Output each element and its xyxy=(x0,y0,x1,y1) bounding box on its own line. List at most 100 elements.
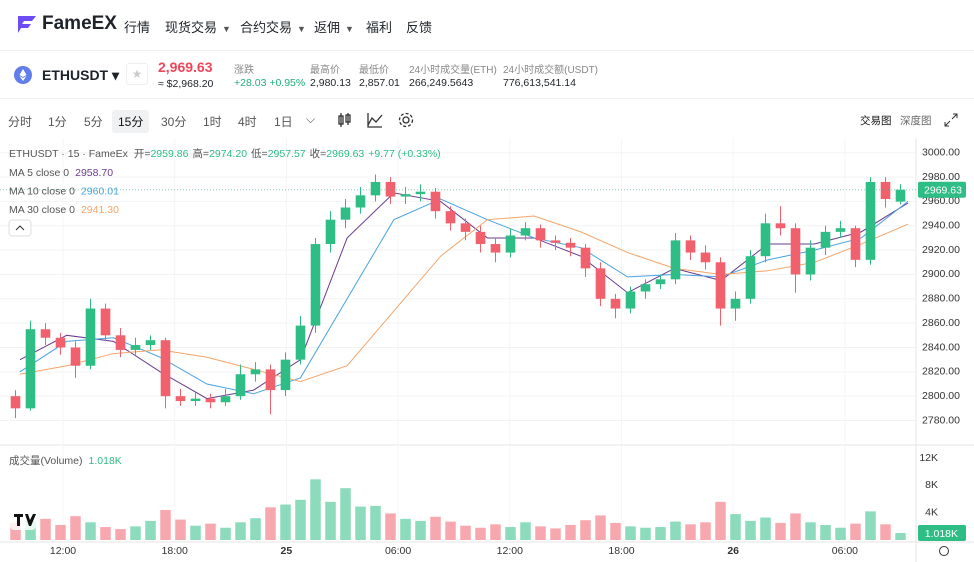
candle-body xyxy=(730,298,741,309)
stat-value: 2,857.01 xyxy=(359,77,400,89)
interval[interactable]: 分时 xyxy=(8,115,33,129)
volume-bar xyxy=(490,524,501,540)
nav-item[interactable]: 合约交易 ▼ xyxy=(240,17,306,36)
ohlc-label: 低= xyxy=(251,147,268,160)
favorite[interactable]: ★ xyxy=(126,63,148,85)
y-tick-label: 2960.00 xyxy=(922,195,960,207)
ma-value: 2960.01 xyxy=(81,185,119,197)
ma-name: MA 10 close 0 xyxy=(9,185,75,197)
interval[interactable]: 4时 xyxy=(238,115,257,129)
candle-body xyxy=(760,223,771,257)
candle-body xyxy=(325,219,336,245)
interval[interactable]: 1日 xyxy=(274,115,293,129)
interval[interactable]: 1分 xyxy=(48,115,67,129)
candle-body xyxy=(655,279,666,285)
candle-body xyxy=(835,228,846,232)
symbol[interactable]: ETHUSDT ▾ xyxy=(42,67,120,83)
volume-bar xyxy=(265,507,276,540)
volume-bar xyxy=(565,525,576,540)
candle-body xyxy=(115,335,126,350)
nav-item[interactable]: 现货交易 ▼ xyxy=(165,17,231,36)
candle-body xyxy=(550,240,561,243)
logo-text: FameEX xyxy=(42,13,117,34)
candle-body xyxy=(670,240,681,280)
volume-bar xyxy=(850,523,861,540)
candle-body xyxy=(145,340,156,346)
volume-tag-label: 1.018K xyxy=(925,528,958,540)
ohlc-value: 2957.57 xyxy=(268,148,306,160)
candle-body xyxy=(820,231,831,248)
volume-bar xyxy=(295,499,306,540)
volume-bar xyxy=(220,527,231,540)
y-tick-label: 3000.00 xyxy=(922,147,960,159)
nav-item[interactable]: 反馈 xyxy=(406,17,432,36)
x-tick-label: 18:00 xyxy=(608,545,634,557)
volume-bar xyxy=(580,520,591,540)
candle-body xyxy=(610,298,621,309)
volume-bar xyxy=(790,513,801,540)
volume-bar xyxy=(715,501,726,540)
interval[interactable]: 15分 xyxy=(112,110,150,133)
candle-body xyxy=(100,308,111,336)
ohlc-value: 2969.63 xyxy=(326,148,364,160)
candle-body xyxy=(790,228,801,275)
volume-bar xyxy=(655,527,666,540)
candle-body xyxy=(880,181,891,199)
x-tick-label: 12:00 xyxy=(497,545,523,557)
caret: ▼ xyxy=(297,24,306,34)
nav-item-text: 合约交易 xyxy=(240,20,293,35)
stat-value: 2,980.13 xyxy=(310,77,351,89)
chart-title: ETHUSDT · 15 · FameEx xyxy=(9,148,129,160)
chart: 3000.00 2980.00 2960.00 2940.00 2920.00 2900.… xyxy=(0,138,974,562)
interval[interactable]: 1时 xyxy=(203,115,222,129)
volume-bar xyxy=(325,501,336,540)
candle-body xyxy=(565,242,576,248)
nav-item-text: 现货交易 xyxy=(165,20,218,35)
candle-body xyxy=(745,256,756,299)
collapse-button[interactable] xyxy=(8,219,32,237)
candle-body xyxy=(130,345,141,350)
fullscreen[interactable] xyxy=(942,111,960,129)
price-usd: ≈ $2,968.20 xyxy=(158,78,214,90)
volume-bar xyxy=(640,527,651,540)
tool-icons[interactable] xyxy=(336,112,426,128)
candle-body xyxy=(220,396,231,403)
candle-body xyxy=(865,181,876,260)
nav-item[interactable]: 福利 xyxy=(366,17,392,36)
volume-legend: 成交量(Volume) 1.018K xyxy=(9,454,122,467)
stat-label: 涨跌 xyxy=(234,65,254,76)
nav-item-text: 反馈 xyxy=(406,20,433,35)
volume-bar xyxy=(835,527,846,540)
volume-bar xyxy=(205,523,216,540)
ma-legend: MA 30 close 0 2941.30 xyxy=(9,204,119,216)
candle-body xyxy=(10,396,21,409)
y-tick-label: 2980.00 xyxy=(922,171,960,183)
volume-bar xyxy=(130,526,141,540)
volume-bar xyxy=(160,510,171,540)
volume-bar xyxy=(775,522,786,540)
volume-bar xyxy=(535,526,546,540)
volume-bar xyxy=(820,525,831,540)
view-tab[interactable]: 交易图 xyxy=(860,115,892,127)
nav-item[interactable]: 返佣 ▼ xyxy=(314,17,354,36)
candle-body xyxy=(505,235,516,253)
interval[interactable]: 30分 xyxy=(161,115,187,129)
ohlc-label: 收= xyxy=(310,147,327,160)
stat-label: 24小时成交量(ETH) xyxy=(409,65,497,76)
x-tick-label: 12:00 xyxy=(50,545,76,557)
view-tab[interactable]: 深度图 xyxy=(900,115,932,127)
volume-bar xyxy=(415,520,426,540)
more-intervals[interactable]: ⌵ xyxy=(306,112,316,126)
nav-item[interactable]: 行情 xyxy=(124,17,150,36)
ohlc-label: 高= xyxy=(192,147,209,160)
change: +9.77 (+0.33%) xyxy=(368,148,440,160)
caret: ▼ xyxy=(222,24,231,34)
logo[interactable]: FameEX xyxy=(16,13,117,35)
volume-bar xyxy=(280,504,291,540)
volume-bar xyxy=(250,518,261,540)
candle-body xyxy=(700,252,711,263)
y-tick-label: 2880.00 xyxy=(922,293,960,305)
interval[interactable]: 5分 xyxy=(84,115,103,129)
volume-bar xyxy=(865,511,876,540)
stat-label: 最高价 xyxy=(310,65,340,76)
